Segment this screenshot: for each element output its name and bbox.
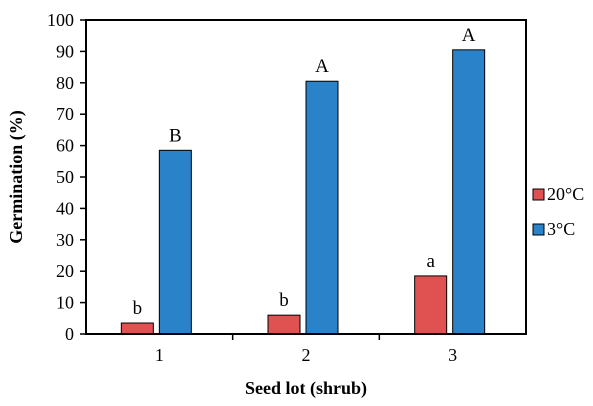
legend-label: 20°C <box>547 184 584 204</box>
y-tick-label: 90 <box>56 41 74 61</box>
legend-label: 3°C <box>547 219 575 239</box>
y-tick-label: 100 <box>47 10 74 30</box>
y-tick-label: 70 <box>56 104 74 124</box>
y-axis-title: Germination (%) <box>6 110 27 243</box>
y-tick-label: 0 <box>65 324 74 344</box>
bars-layer <box>120 49 486 335</box>
legend-swatch <box>532 188 545 201</box>
bar-data-labels: b b a B A A <box>133 25 476 319</box>
bar-series-1-cat-1 <box>120 322 154 335</box>
y-tick-label: 40 <box>56 198 74 218</box>
y-tick-label: 10 <box>56 293 74 313</box>
bar-series-2-cat-3 <box>452 49 486 335</box>
x-tick-label: 1 <box>155 345 164 365</box>
y-tick-label: 80 <box>56 73 74 93</box>
y-axis: 0 10 20 30 40 50 60 70 80 90 100 <box>47 10 86 344</box>
y-tick-label: 60 <box>56 136 74 156</box>
bar-significance-label: B <box>169 125 182 146</box>
y-tick-label: 20 <box>56 261 74 281</box>
bar-series-1-cat-2 <box>267 314 301 335</box>
bar-significance-label: b <box>279 290 289 311</box>
y-tick-label: 30 <box>56 230 74 250</box>
x-axis-title: Seed lot (shrub) <box>245 378 367 399</box>
bar-series-2-cat-2 <box>305 80 339 335</box>
bar-significance-label: b <box>133 298 143 319</box>
legend: 20°C 3°C <box>532 184 584 239</box>
x-tick-label: 2 <box>302 345 311 365</box>
y-tick-label: 50 <box>56 167 74 187</box>
bar-significance-label: A <box>462 25 476 46</box>
x-tick-label: 3 <box>448 345 457 365</box>
bar-series-2-cat-1 <box>158 149 192 335</box>
bar-series-1-cat-3 <box>414 275 448 335</box>
x-axis: 1 2 3 <box>155 334 457 365</box>
bar-significance-label: A <box>315 56 329 77</box>
legend-swatch <box>532 223 545 236</box>
bar-significance-label: a <box>426 251 435 272</box>
